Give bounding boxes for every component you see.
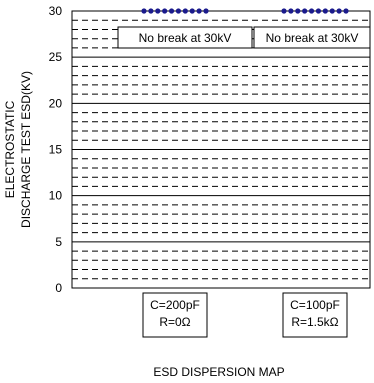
y-axis-label-line2: DISCHARGE TEST ESD(KV)	[19, 71, 33, 228]
data-point	[281, 8, 287, 14]
annotations: No break at 30kV No break at 30kV	[117, 26, 371, 49]
y-tick-label: 30	[49, 4, 63, 18]
x-category-labels: C=200pF R=0Ω C=100pF R=1.5kΩ	[142, 292, 348, 338]
data-point	[141, 8, 147, 14]
annotation-text: No break at 30kV	[266, 31, 359, 45]
y-tick-label: 10	[49, 189, 63, 203]
data-point	[315, 8, 322, 14]
y-tick-label: 20	[49, 96, 63, 110]
y-tick-labels: 0 5 10 15 20 25 30	[49, 4, 63, 295]
data-point	[175, 8, 182, 14]
data-point	[329, 8, 335, 14]
y-tick-label: 5	[55, 235, 62, 249]
data-point	[182, 8, 188, 14]
category-label: R=0Ω	[159, 315, 190, 329]
data-point	[322, 8, 328, 14]
y-tick-label: 25	[49, 50, 63, 64]
data-point	[155, 8, 161, 14]
annotation-box	[117, 26, 253, 49]
data-point	[308, 8, 315, 14]
data-point	[336, 8, 342, 14]
data-point	[295, 8, 301, 14]
annotation-text: No break at 30kV	[139, 31, 232, 45]
data-point	[168, 8, 175, 14]
data-point	[162, 8, 168, 14]
data-point	[189, 8, 195, 14]
data-point	[203, 8, 209, 14]
category-label: C=100pF	[290, 298, 340, 312]
y-tick-label: 15	[49, 143, 63, 157]
data-point	[196, 8, 202, 14]
data-point	[302, 8, 308, 14]
y-tick-label: 0	[55, 281, 62, 295]
data-point	[343, 8, 349, 14]
annotation-box	[253, 26, 371, 49]
category-box	[142, 292, 208, 338]
x-axis-caption: ESD DISPERSION MAP	[153, 365, 284, 379]
y-axis-label-line1: ELECTROSTATIC	[3, 100, 17, 198]
category-box	[282, 292, 348, 338]
category-label: C=200pF	[150, 298, 200, 312]
data-point	[148, 8, 154, 14]
data-points	[141, 8, 349, 14]
plot-frame	[71, 10, 371, 289]
major-gridlines	[72, 56, 370, 243]
category-label: R=1.5kΩ	[291, 315, 338, 329]
data-point	[288, 8, 294, 14]
